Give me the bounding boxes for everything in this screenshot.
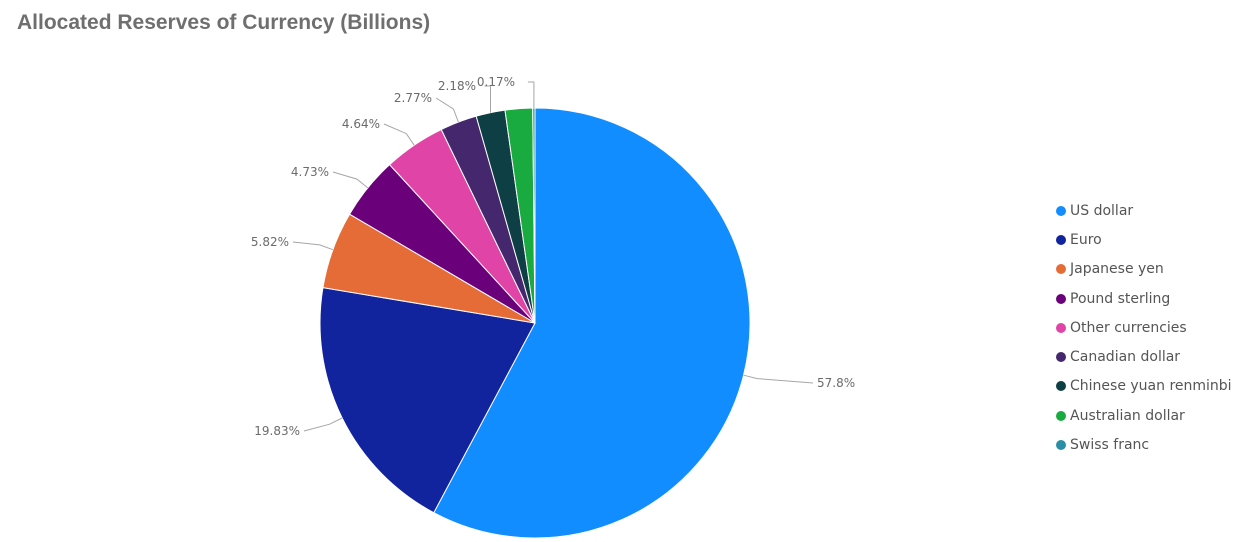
legend-swatch-icon	[1056, 293, 1066, 304]
pie-slice-swiss-franc[interactable]	[532, 107, 536, 324]
legend-item-pound-sterling[interactable]: Pound sterling	[1056, 284, 1232, 313]
legend-swatch-icon	[1056, 410, 1066, 421]
legend-item-canadian-dollar[interactable]: Canadian dollar	[1056, 342, 1232, 371]
legend-label: Other currencies	[1070, 319, 1187, 336]
data-label-japanese-yen: 5.82%	[251, 235, 289, 249]
legend-swatch-icon	[1056, 205, 1066, 216]
legend-label: Japanese yen	[1070, 261, 1164, 278]
legend-swatch-icon	[1056, 352, 1066, 363]
leader-line-japanese-yen	[292, 241, 334, 251]
legend-label: Euro	[1070, 231, 1102, 248]
data-label-swiss-franc: 0.17%	[477, 75, 515, 89]
legend-item-swiss-franc[interactable]: Swiss franc	[1056, 430, 1232, 459]
legend-item-chinese-yuan-renminbi[interactable]: Chinese yuan renminbi	[1056, 372, 1232, 401]
pie-slice-us-dollar[interactable]	[433, 107, 751, 539]
data-label-chinese-yuan-renminbi: 2.18%	[438, 79, 476, 93]
data-label-euro: 19.83%	[254, 424, 300, 438]
legend-label: Chinese yuan renminbi	[1070, 378, 1232, 395]
legend-swatch-icon	[1056, 322, 1066, 333]
legend-label: Swiss franc	[1070, 437, 1150, 454]
leader-line-swiss-franc	[527, 81, 535, 108]
legend-label: US dollar	[1070, 202, 1134, 219]
legend-label: Australian dollar	[1070, 407, 1185, 424]
legend-item-euro[interactable]: Euro	[1056, 225, 1232, 254]
chart-title: Allocated Reserves of Currency (Billions…	[17, 11, 431, 34]
legend-item-australian-dollar[interactable]: Australian dollar	[1056, 401, 1232, 430]
data-label-us-dollar: 57.8%	[817, 376, 855, 390]
data-label-pound-sterling: 4.73%	[291, 165, 329, 179]
data-label-other-currencies: 4.64%	[342, 117, 380, 131]
leader-line-chinese-yuan-renminbi	[484, 85, 491, 113]
legend-swatch-icon	[1056, 264, 1066, 275]
data-label-canadian-dollar: 2.77%	[394, 91, 432, 105]
legend-item-japanese-yen[interactable]: Japanese yen	[1056, 255, 1232, 284]
leader-line-other-currencies	[383, 123, 415, 146]
leader-line-us-dollar	[743, 374, 814, 384]
leader-line-canadian-dollar	[435, 97, 459, 123]
chart-legend: US dollar Euro Japanese yen Pound sterling O…	[1056, 196, 1232, 460]
pie-slice-euro[interactable]	[319, 287, 536, 514]
legend-item-other-currencies[interactable]: Other currencies	[1056, 313, 1232, 342]
leader-line-pound-sterling	[332, 171, 369, 189]
legend-item-us-dollar[interactable]: US dollar	[1056, 196, 1232, 225]
leader-line-euro	[303, 417, 343, 432]
legend-swatch-icon	[1056, 381, 1066, 392]
legend-swatch-icon	[1056, 234, 1066, 245]
legend-label: Pound sterling	[1070, 290, 1171, 307]
legend-label: Canadian dollar	[1070, 349, 1181, 366]
legend-swatch-icon	[1056, 440, 1066, 451]
